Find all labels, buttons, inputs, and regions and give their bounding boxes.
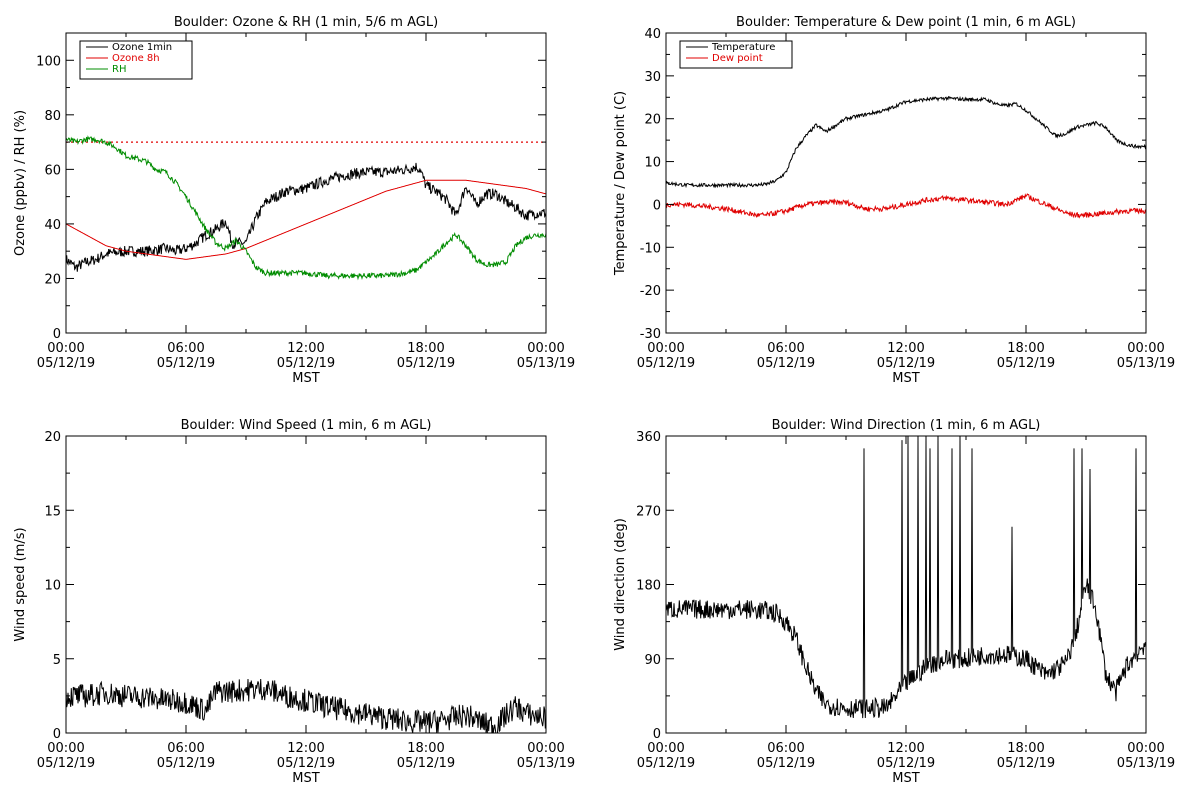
y-tick-label: -20 [640, 284, 661, 299]
legend-label: Temperature [711, 42, 775, 53]
x-tick-label-date: 05/12/19 [277, 356, 335, 371]
x-tick-label-date: 05/12/19 [997, 756, 1055, 771]
chart-title: Boulder: Wind Speed (1 min, 6 m AGL) [181, 418, 432, 433]
x-tick-label-date: 05/12/19 [757, 756, 815, 771]
series-line-0 [666, 436, 1146, 719]
plot-frame [65, 435, 547, 734]
x-tick-label-time: 00:00 [47, 341, 84, 356]
series-line-dew-point [666, 193, 1146, 219]
x-tick-label-time: 00:00 [527, 341, 564, 356]
y-tick-label: 80 [44, 109, 61, 124]
x-tick-label-time: 06:00 [167, 341, 204, 356]
series-line-0 [66, 678, 546, 733]
y-axis-label: Ozone (ppbv) / RH (%) [13, 110, 28, 256]
y-tick-label: 90 [644, 653, 661, 668]
plot-area [666, 436, 1146, 719]
y-tick-label: -30 [640, 327, 661, 342]
series-line-temperature [666, 95, 1146, 189]
x-tick-label-date: 05/13/19 [517, 756, 575, 771]
x-tick-label-time: 06:00 [767, 741, 804, 756]
y-tick-label: -10 [640, 241, 661, 256]
x-axis-label: MST [292, 371, 319, 386]
y-tick-label: 10 [44, 579, 61, 594]
y-tick-label: 20 [44, 430, 61, 445]
x-tick-label-time: 12:00 [887, 341, 924, 356]
series-line-ozone-8h [66, 179, 546, 260]
x-tick-label-date: 05/13/19 [1117, 356, 1175, 371]
plot-area [66, 678, 546, 733]
y-tick-label: 0 [653, 727, 661, 742]
x-tick-label-time: 12:00 [287, 741, 324, 756]
y-tick-label: 0 [653, 198, 661, 213]
x-tick-label-date: 05/12/19 [637, 356, 695, 371]
x-tick-label-time: 06:00 [167, 741, 204, 756]
x-tick-label-date: 05/12/19 [157, 356, 215, 371]
x-tick-label-date: 05/12/19 [277, 756, 335, 771]
x-tick-label-time: 00:00 [1127, 741, 1164, 756]
y-tick-label: 180 [636, 579, 661, 594]
y-tick-label: 0 [53, 727, 61, 742]
plot-area [666, 95, 1146, 219]
x-tick-label-time: 00:00 [47, 741, 84, 756]
x-tick-label-time: 00:00 [1127, 341, 1164, 356]
legend-box [679, 40, 793, 69]
x-tick-label-date: 05/12/19 [397, 356, 455, 371]
x-tick-label-time: 18:00 [1007, 741, 1044, 756]
y-tick-label: 5 [53, 653, 61, 668]
y-tick-label: 20 [44, 272, 61, 287]
x-tick-label-date: 05/12/19 [877, 356, 935, 371]
x-tick-label-time: 12:00 [887, 741, 924, 756]
legend-label: Dew point [712, 53, 763, 64]
y-tick-label: 60 [44, 163, 61, 178]
y-tick-label: 0 [53, 327, 61, 342]
x-tick-label-date: 05/13/19 [517, 356, 575, 371]
x-tick-label-date: 05/13/19 [1117, 756, 1175, 771]
y-axis-label: Wind speed (m/s) [13, 527, 28, 641]
y-tick-label: 15 [44, 504, 61, 519]
x-tick-label-date: 05/12/19 [877, 756, 935, 771]
x-tick-label-date: 05/12/19 [397, 756, 455, 771]
x-tick-label-date: 05/12/19 [37, 756, 95, 771]
series-line-ozone-1min [66, 162, 546, 272]
y-tick-label: 270 [636, 504, 661, 519]
legend-label: Ozone 8h [112, 53, 160, 64]
plot-area [66, 135, 546, 281]
x-tick-label-date: 05/12/19 [757, 356, 815, 371]
y-tick-label: 30 [644, 70, 661, 85]
y-tick-label: 40 [644, 27, 661, 42]
x-tick-label-date: 05/12/19 [997, 356, 1055, 371]
y-axis-label: Temperature / Dew point (C) [613, 91, 628, 276]
y-tick-label: 360 [636, 430, 661, 445]
y-tick-label: 10 [644, 156, 661, 171]
x-axis-label: MST [892, 371, 919, 386]
x-tick-label-time: 12:00 [287, 341, 324, 356]
x-tick-label-date: 05/12/19 [37, 356, 95, 371]
legend-label: RH [112, 64, 126, 75]
x-tick-label-time: 18:00 [407, 741, 444, 756]
x-tick-label-time: 18:00 [1007, 341, 1044, 356]
x-tick-label-date: 05/12/19 [157, 756, 215, 771]
x-tick-label-time: 00:00 [647, 341, 684, 356]
x-axis-label: MST [292, 771, 319, 786]
x-axis-label: MST [892, 771, 919, 786]
x-tick-label-time: 00:00 [527, 741, 564, 756]
chart-title: Boulder: Wind Direction (1 min, 6 m AGL) [772, 418, 1041, 433]
x-tick-label-time: 18:00 [407, 341, 444, 356]
y-tick-label: 40 [44, 218, 61, 233]
series-line-rh [66, 135, 546, 281]
y-axis-label: Wind direction (deg) [613, 518, 628, 651]
x-tick-label-time: 00:00 [647, 741, 684, 756]
chart-title: Boulder: Ozone & RH (1 min, 5/6 m AGL) [174, 15, 438, 30]
x-tick-label-time: 06:00 [767, 341, 804, 356]
y-tick-label: 100 [36, 54, 61, 69]
chart-title: Boulder: Temperature & Dew point (1 min,… [736, 15, 1076, 30]
x-tick-label-date: 05/12/19 [637, 756, 695, 771]
y-tick-label: 20 [644, 113, 661, 128]
legend-label: Ozone 1min [112, 42, 172, 53]
plot-frame [665, 32, 1147, 334]
